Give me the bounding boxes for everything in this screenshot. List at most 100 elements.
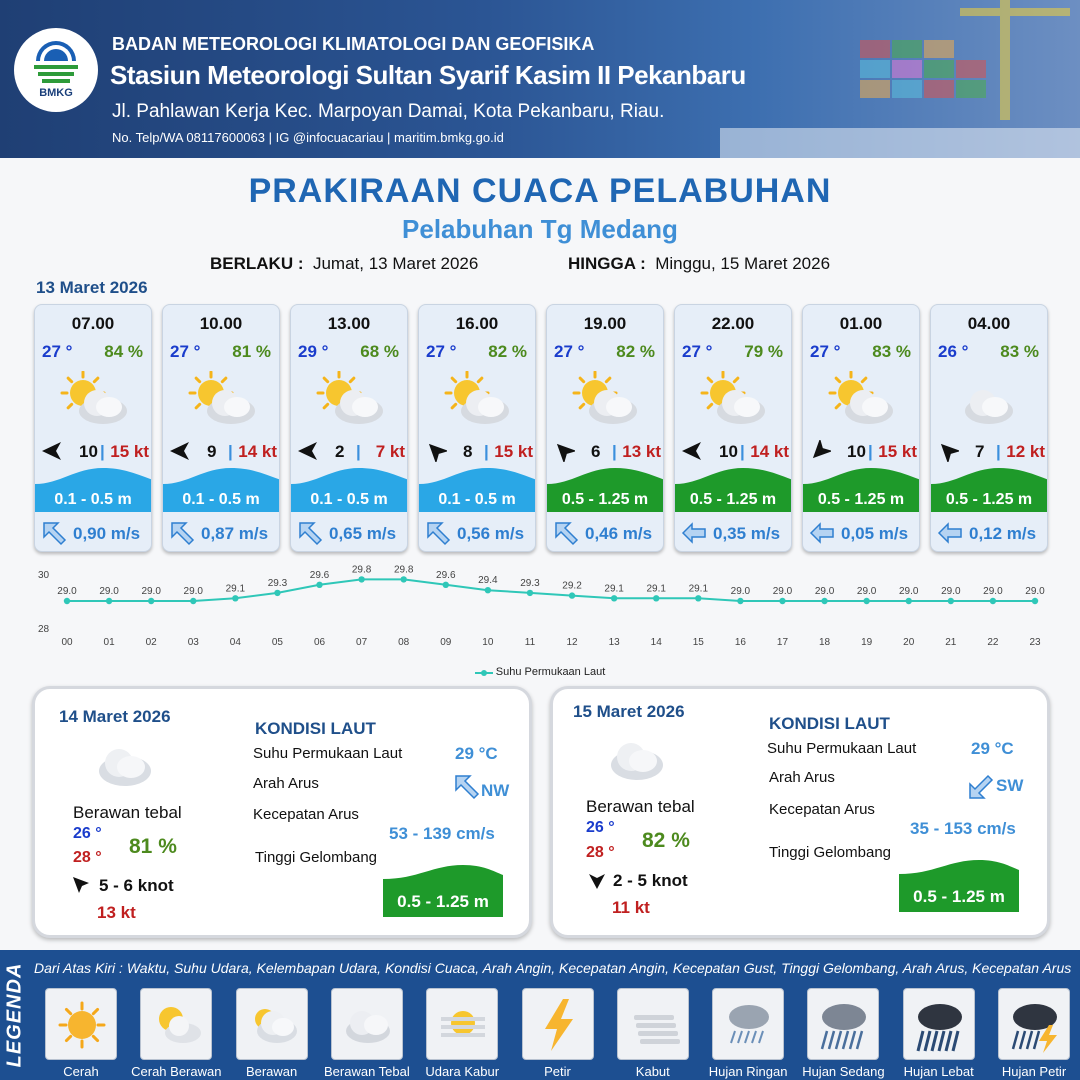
wave-label: Tinggi Gelombang	[769, 844, 892, 861]
x-tick-label: 04	[230, 637, 242, 648]
current-speed-label: Kecepatan Arus	[769, 801, 875, 818]
haze-icon	[441, 1011, 486, 1037]
day-panel-1: 14 Maret 2026 Berawan tebal 26 ° 28 ° 81…	[32, 686, 532, 938]
data-label: 29.0	[57, 586, 77, 597]
current-direction-icon	[969, 774, 994, 799]
weather-condition-icon	[700, 371, 765, 424]
wind-gust: 15 kt	[878, 442, 917, 461]
x-tick-label: 09	[440, 637, 452, 648]
data-point	[863, 597, 870, 605]
forecast-temperature: 29 °	[298, 342, 329, 361]
legend-item-label: Berawan Tebal	[324, 1064, 410, 1079]
data-point	[821, 597, 828, 605]
legend-side-label: LEGENDA	[0, 950, 30, 1080]
forecast-card: 13.00 29 ° 68 % 2 | 7 kt 0.1 - 0.5 m 0,6…	[290, 304, 408, 552]
current-direction-icon	[555, 522, 579, 546]
forecast-temperature: 26 °	[938, 342, 969, 361]
legend-item-label: Hujan Petir	[1001, 1064, 1067, 1079]
wind-direction-icon	[682, 442, 701, 460]
page-subtitle: Pelabuhan Tg Medang	[402, 214, 678, 244]
sun-cloud-icon	[159, 1007, 202, 1043]
forecast-wind: 10 | 15 kt	[809, 440, 917, 462]
forecast-humidity: 82 %	[616, 342, 655, 361]
data-point	[526, 589, 534, 597]
forecast-time: 19.00	[583, 314, 627, 333]
wave-height-value: 0.1 - 0.5 m	[182, 491, 260, 508]
wind-separator: |	[228, 442, 233, 461]
data-label: 29.0	[731, 586, 751, 597]
cloud-icon	[335, 390, 383, 424]
validity-to: HINGGA : Minggu, 15 Maret 2026	[568, 254, 830, 274]
forecast-card: 19.00 27 ° 82 % 6 | 13 kt 0.5 - 1.25 m 0…	[546, 304, 664, 552]
forecast-current: 0,12 m/s	[931, 512, 1047, 551]
forecast-temperature: 27 °	[682, 342, 713, 361]
x-tick-label: 17	[777, 637, 789, 648]
thick-cloud-icon	[611, 743, 663, 780]
current-direction-icon	[427, 522, 451, 546]
chart-legend: Suhu Permukaan Laut	[0, 666, 1080, 678]
data-label: 29.0	[141, 586, 161, 597]
forecast-time: 04.00	[967, 314, 1011, 333]
sst-value: 29 °C	[971, 739, 1014, 758]
legend-item	[712, 988, 785, 1060]
forecast-temperature: 27 °	[170, 342, 201, 361]
weather-condition-icon	[60, 371, 127, 424]
current-speed: 0,90 m/s	[73, 524, 141, 543]
forecast-card: 22.00 27 ° 79 % 10 | 14 kt 0.5 - 1.25 m …	[674, 304, 792, 552]
data-point	[190, 597, 197, 605]
thick-cloud-icon	[345, 1011, 390, 1043]
wind-direction-icon	[73, 877, 89, 893]
wave-height-icon	[35, 468, 151, 512]
fog-icon	[633, 1015, 680, 1044]
cloud-icon	[79, 390, 127, 424]
wind-speed: 7	[975, 442, 985, 461]
wave-height-icon	[675, 468, 791, 512]
data-label: 29.0	[99, 586, 119, 597]
forecast-temperature: 27 °	[554, 342, 585, 361]
wind-separator: |	[100, 442, 105, 461]
weather-condition-icon	[572, 371, 637, 424]
forecast-time: 10.00	[199, 314, 243, 333]
station-name: Stasiun Meteorologi Sultan Syarif Kasim …	[110, 60, 746, 90]
port-illustration	[720, 0, 1080, 158]
wave-height-value: 0.1 - 0.5 m	[310, 491, 388, 508]
forecast-card: 07.00 27 ° 84 % 10 | 15 kt 0.1 - 0.5 m 0…	[34, 304, 152, 552]
day-temp-max: 28 °	[586, 844, 615, 861]
day-wind-speed: 5 - 6 knot	[99, 876, 174, 895]
heavy-rain-icon	[916, 1004, 962, 1052]
forecast-humidity: 83 %	[872, 342, 911, 361]
forecast-card: 04.00 26 ° 83 % 7 | 12 kt 0.5 - 1.25 m 0…	[930, 304, 1048, 552]
data-label: 29.4	[478, 575, 498, 586]
cloud-icon	[717, 390, 765, 424]
wind-speed: 2	[335, 442, 345, 461]
cloud-icon	[965, 390, 1013, 424]
forecast-wind: 10 | 14 kt	[681, 440, 789, 462]
forecast-current: 0,56 m/s	[419, 512, 535, 551]
day-wind-gust: 13 kt	[97, 903, 136, 922]
legend-title: LEGENDA	[3, 962, 26, 1068]
wind-speed: 8	[463, 442, 473, 461]
weather-condition-icon	[828, 371, 893, 424]
lightning-icon	[544, 999, 573, 1051]
data-label: 29.2	[562, 581, 582, 592]
forecast-time: 13.00	[327, 314, 371, 333]
forecast-current: 0,87 m/s	[163, 512, 279, 551]
legend-item	[521, 988, 594, 1060]
wind-separator: |	[868, 442, 873, 461]
current-direction-icon	[681, 522, 706, 544]
x-tick-label: 20	[903, 637, 915, 648]
data-label: 29.3	[268, 578, 288, 589]
day-temp-min: 26 °	[586, 819, 615, 836]
data-label: 29.6	[436, 570, 456, 581]
current-direction-icon	[809, 522, 834, 544]
data-point	[989, 597, 997, 605]
forecast-current: 0,65 m/s	[291, 512, 407, 551]
weather-condition-icon	[188, 371, 255, 424]
forecast-time: 22.00	[711, 314, 755, 333]
x-tick-label: 15	[693, 637, 705, 648]
x-tick-label: 00	[61, 637, 73, 648]
day-condition: Berawan tebal	[586, 797, 695, 816]
wind-separator: |	[612, 442, 617, 461]
current-dir-value: NW	[481, 781, 510, 800]
x-tick-label: 12	[566, 637, 578, 648]
